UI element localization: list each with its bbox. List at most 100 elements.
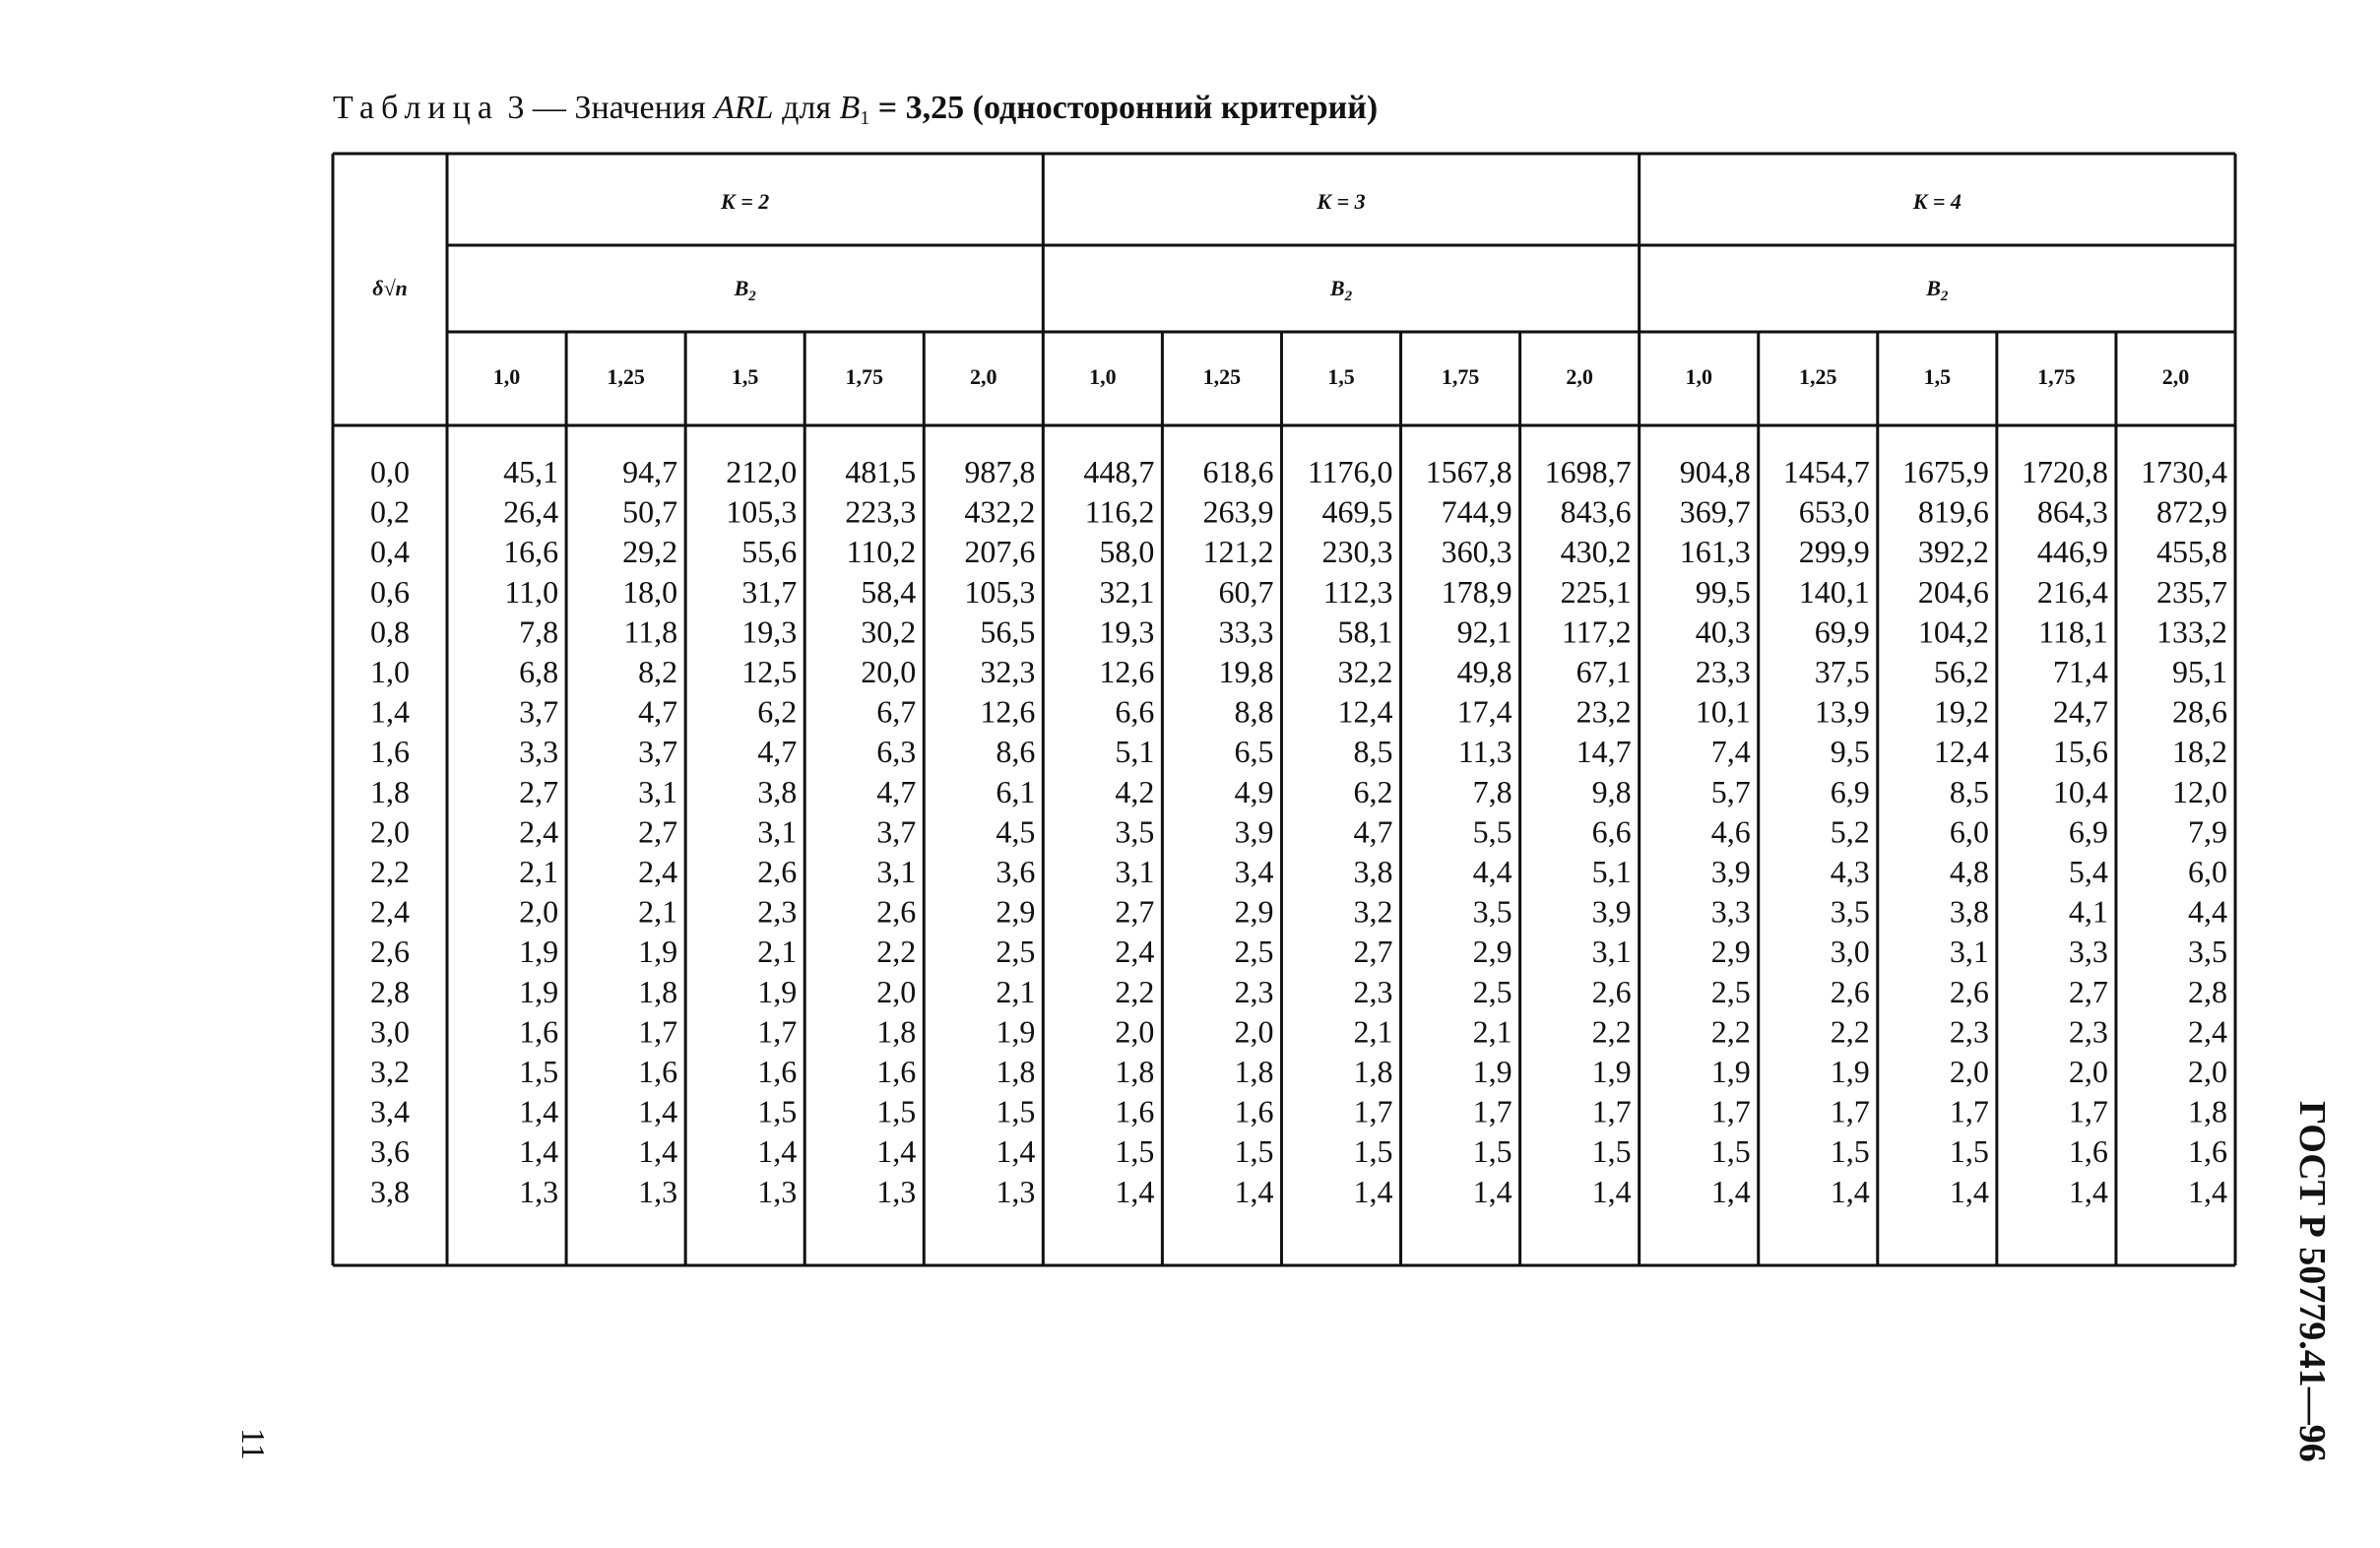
cell-value: 904,8: [1680, 454, 1751, 489]
cell-value: 4,7: [757, 734, 797, 769]
group-header: K = 4: [1912, 189, 1962, 214]
cell-value: 1,7: [757, 1013, 797, 1049]
cell-value: 2,4: [519, 813, 558, 849]
cell-value: 987,8: [964, 454, 1035, 489]
cell-value: 448,7: [1083, 454, 1154, 489]
cell-value: 12,6: [980, 694, 1035, 730]
subheader-sub: 2: [1940, 289, 1949, 304]
cell-value: 3,5: [1473, 894, 1512, 930]
row-label: 1,6: [370, 734, 410, 769]
cell-value: 1,4: [1473, 1174, 1512, 1209]
cell-value: 1,9: [519, 934, 558, 969]
cell-value: 26,4: [503, 494, 558, 530]
cell-value: 12,0: [2172, 774, 2227, 809]
cell-value: 161,3: [1680, 534, 1751, 569]
cell-value: 2,0: [1115, 1013, 1154, 1049]
cell-value: 1698,7: [1545, 454, 1632, 489]
cell-value: 1,5: [1592, 1133, 1632, 1169]
cell-value: 18,2: [2172, 734, 2227, 769]
cell-value: 30,2: [861, 613, 916, 649]
column-header: 1,0: [1685, 364, 1712, 389]
cell-value: 2,3: [757, 894, 797, 930]
cell-value: 9,8: [1592, 774, 1632, 809]
cell-value: 4,4: [1473, 854, 1512, 889]
cell-value: 4,7: [1354, 813, 1393, 849]
cell-value: 744,9: [1442, 494, 1512, 530]
cell-value: 1675,9: [1902, 454, 1989, 489]
cell-value: 4,6: [1711, 813, 1751, 849]
subheader-sub: 2: [1344, 289, 1353, 304]
cell-value: 360,3: [1442, 534, 1512, 569]
cell-value: 1,4: [1711, 1174, 1751, 1209]
row-label: 0,4: [370, 534, 410, 569]
cell-value: 18,0: [622, 574, 677, 610]
title-arl: ARL: [712, 90, 773, 126]
cell-value: 2,9: [1711, 934, 1751, 969]
cell-value: 6,9: [2069, 813, 2108, 849]
cell-value: 24,7: [2053, 694, 2108, 730]
cell-value: 1,8: [1354, 1054, 1393, 1089]
cell-value: 2,6: [1592, 974, 1632, 1009]
cell-value: 58,0: [1099, 534, 1154, 569]
cell-value: 1,9: [519, 974, 558, 1009]
cell-value: 1,4: [1950, 1174, 1989, 1209]
cell-value: 2,3: [1234, 974, 1273, 1009]
cell-value: 5,4: [2069, 854, 2108, 889]
cell-value: 1,5: [876, 1094, 916, 1129]
cell-value: 1,5: [1234, 1133, 1273, 1169]
cell-value: 3,7: [519, 694, 558, 730]
cell-value: 225,1: [1561, 574, 1632, 610]
cell-value: 14,7: [1576, 734, 1632, 769]
page-number: 11: [234, 1428, 271, 1460]
cell-value: 2,1: [1354, 1013, 1393, 1049]
cell-value: 67,1: [1576, 654, 1632, 689]
cell-value: 3,1: [757, 813, 797, 849]
cell-value: 1,4: [2069, 1174, 2108, 1209]
cell-value: 1,4: [1592, 1174, 1632, 1209]
cell-value: 55,6: [741, 534, 797, 569]
column-header: 1,0: [1089, 364, 1117, 389]
cell-value: 4,9: [1234, 774, 1273, 809]
cell-value: 1720,8: [2022, 454, 2108, 489]
cell-value: 10,1: [1696, 694, 1751, 730]
cell-value: 2,5: [1234, 934, 1273, 969]
cell-value: 1,5: [996, 1094, 1035, 1129]
cell-value: 1,7: [1592, 1094, 1632, 1129]
cell-value: 12,6: [1099, 654, 1154, 689]
cell-value: 1,4: [638, 1094, 677, 1129]
cell-value: 12,5: [741, 654, 797, 689]
cell-value: 1,4: [1831, 1174, 1870, 1209]
cell-value: 105,3: [726, 494, 797, 530]
cell-value: 5,1: [1592, 854, 1632, 889]
cell-value: 8,5: [1354, 734, 1393, 769]
cell-value: 56,2: [1934, 654, 1989, 689]
cell-value: 1,4: [638, 1133, 677, 1169]
row-label: 2,0: [370, 813, 410, 849]
cell-value: 1,7: [638, 1013, 677, 1049]
cell-value: 8,2: [638, 654, 677, 689]
cell-value: 1454,7: [1783, 454, 1870, 489]
cell-value: 116,2: [1085, 494, 1155, 530]
cell-value: 3,8: [1950, 894, 1989, 930]
cell-value: 2,3: [1354, 974, 1393, 1009]
cell-value: 4,3: [1831, 854, 1870, 889]
row-label: 0,2: [370, 494, 410, 530]
row-label: 3,4: [370, 1094, 410, 1129]
cell-value: 1,7: [1711, 1094, 1751, 1129]
group-header: K = 2: [720, 189, 769, 214]
cell-value: 12,4: [1338, 694, 1393, 730]
cell-value: 4,5: [996, 813, 1035, 849]
row-label: 3,2: [370, 1054, 410, 1089]
cell-value: 392,2: [1918, 534, 1989, 569]
cell-value: 37,5: [1815, 654, 1870, 689]
cell-value: 1,7: [1473, 1094, 1512, 1129]
cell-value: 112,3: [1323, 574, 1393, 610]
cell-value: 3,1: [638, 774, 677, 809]
cell-value: 99,5: [1696, 574, 1751, 610]
subheader-symbol: B: [734, 276, 749, 300]
cell-value: 69,9: [1815, 613, 1870, 649]
cell-value: 1,7: [1950, 1094, 1989, 1129]
cell-value: 2,9: [1234, 894, 1273, 930]
cell-value: 16,6: [503, 534, 558, 569]
